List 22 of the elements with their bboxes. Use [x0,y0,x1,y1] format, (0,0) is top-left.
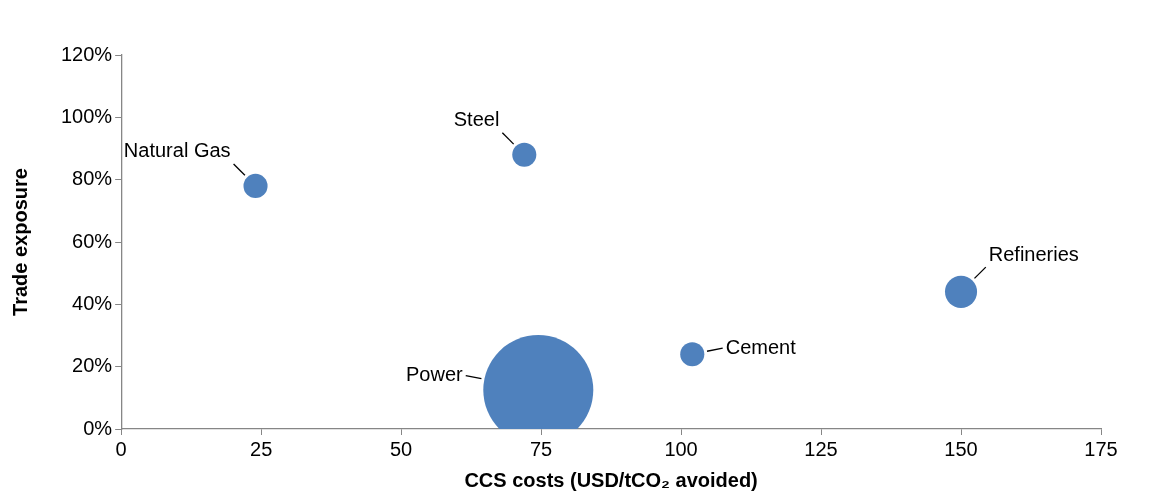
y-axis-title: Trade exposure [8,168,31,316]
y-tick-label: 100% [61,104,113,127]
x-tick-label: 0 [115,437,127,460]
y-tick-label: 20% [72,354,113,377]
x-tick-label: 75 [529,437,553,460]
y-tick-label: 0% [83,416,113,439]
x-tick-label: 175 [1084,437,1118,460]
y-tick-label: 60% [72,229,113,252]
y-tick-label: 80% [72,167,113,190]
series-label: Power [406,363,464,386]
y-tick-label: 40% [72,291,113,314]
x-axis-title: CCS costs (USD/tCO₂ avoided) [464,468,758,491]
series-label: Refineries [988,242,1079,265]
x-tick-label: 50 [389,437,413,460]
series-label: Natural Gas [123,139,231,162]
series-label: Cement [725,335,797,358]
y-tick-label: 120% [61,42,113,65]
x-tick-label: 100 [664,437,698,460]
x-tick-label: 25 [250,437,273,460]
x-tick-label: 125 [804,437,838,460]
series-label: Steel [453,108,500,131]
x-tick-label: 150 [944,437,978,460]
